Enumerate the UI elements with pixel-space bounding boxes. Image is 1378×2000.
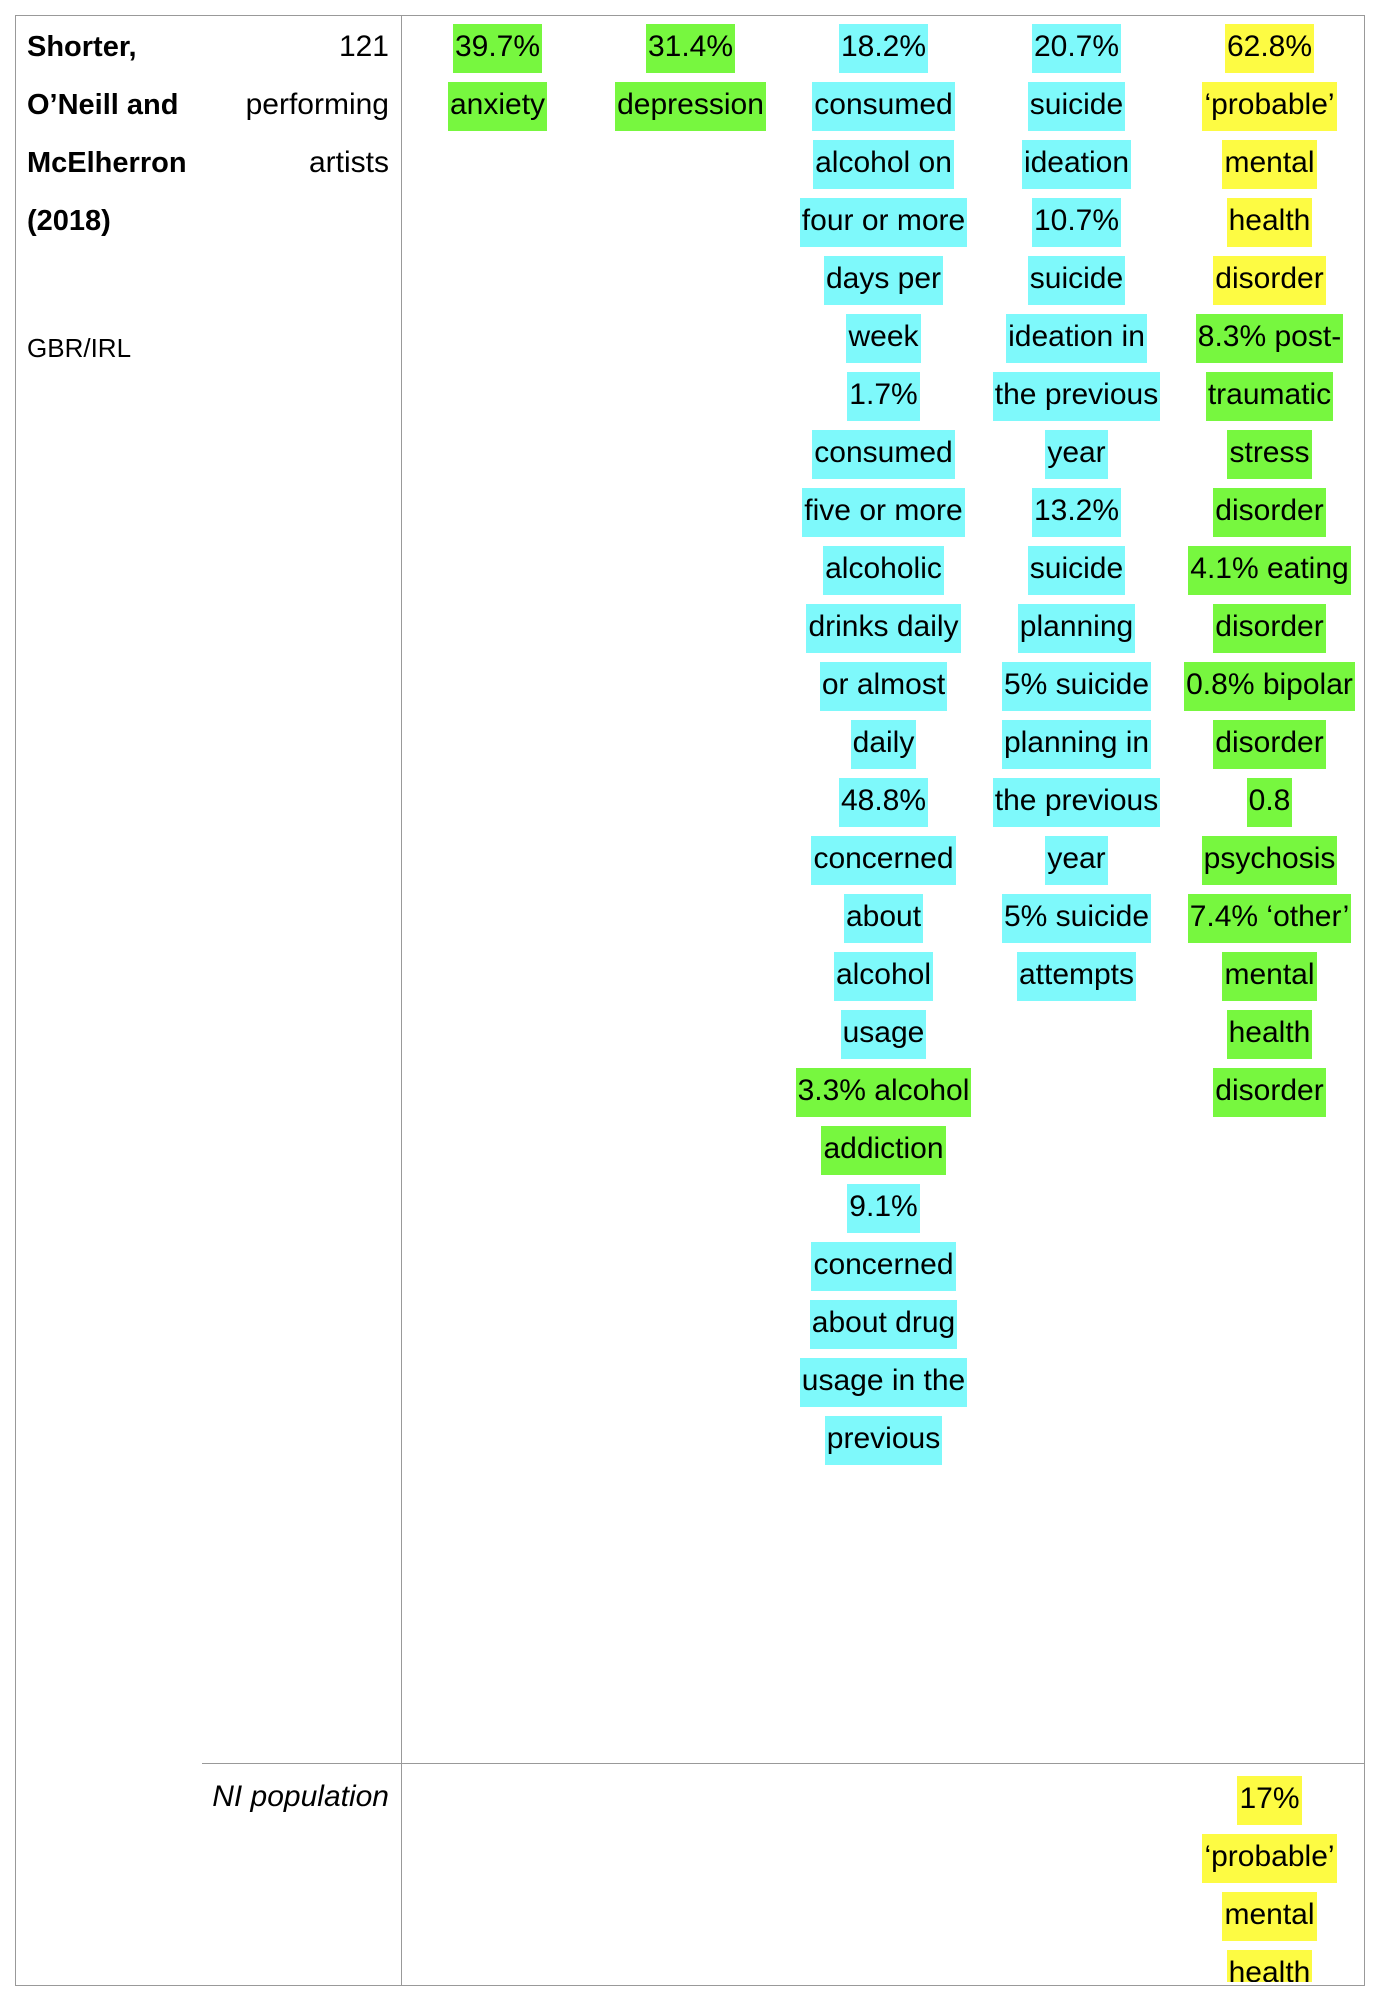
highlighted-text: 3.3% alcohol addiction	[795, 1068, 972, 1175]
result-item: 31.4% depression	[594, 18, 787, 134]
result-item: 9.1% concerned about drug usage in the p…	[787, 1178, 980, 1468]
result-item: 8.3% post-traumatic stress disorder	[1173, 308, 1366, 540]
table-border	[15, 15, 1365, 1986]
result-cell	[594, 1770, 787, 1982]
highlighted-text: 9.1% concerned about drug usage in the p…	[799, 1184, 968, 1465]
result-item: 10.7% suicide ideation in the previous y…	[980, 192, 1173, 482]
result-item: 17% ‘probable’ mental health	[1173, 1770, 1366, 1982]
result-cell: 17% ‘probable’ mental health	[1173, 1770, 1366, 1982]
highlighted-text: 10.7% suicide ideation in the previous y…	[992, 198, 1161, 479]
highlighted-text: 0.8% bipolar disorder	[1184, 662, 1355, 769]
result-item: 7.4% ‘other’ mental health disorder	[1173, 888, 1366, 1120]
result-cell: 39.7% anxiety	[401, 18, 594, 1760]
study-name: Shorter, O’Neill and McElherron (2018)	[27, 31, 187, 237]
result-item: 5% suicide attempts	[980, 888, 1173, 1004]
result-item: 13.2% suicide planning	[980, 482, 1173, 656]
highlighted-text: 48.8% concerned about alcohol usage	[811, 778, 956, 1059]
result-item: 20.7% suicide ideation	[980, 18, 1173, 192]
result-cell	[401, 1770, 594, 1982]
column-divider	[401, 15, 402, 1985]
result-item: 18.2% consumed alcohol on four or more d…	[787, 18, 980, 366]
result-cell	[787, 1770, 980, 1982]
result-item: 39.7% anxiety	[401, 18, 594, 134]
highlighted-text: 5% suicide attempts	[1001, 894, 1152, 1001]
result-item: 3.3% alcohol addiction	[787, 1062, 980, 1178]
result-item: 0.8% bipolar disorder	[1173, 656, 1366, 772]
highlighted-text: 4.1% eating disorder	[1188, 546, 1351, 653]
result-item: 0.8 psychosis	[1173, 772, 1366, 888]
result-cell	[980, 1770, 1173, 1982]
highlighted-text: 1.7% consumed five or more alcoholic dri…	[802, 372, 965, 769]
sample-size: NI population	[212, 1780, 389, 1813]
highlighted-text: 20.7% suicide ideation	[1021, 24, 1132, 189]
result-item: 4.1% eating disorder	[1173, 540, 1366, 656]
country: GBR/IRL	[27, 333, 132, 363]
result-item: 62.8% ‘probable’ mental health disorder	[1173, 18, 1366, 308]
highlighted-text: 18.2% consumed alcohol on four or more d…	[799, 24, 968, 363]
result-item: 1.7% consumed five or more alcoholic dri…	[787, 366, 980, 772]
highlighted-text: 7.4% ‘other’ mental health disorder	[1187, 894, 1352, 1117]
result-cell: 62.8% ‘probable’ mental health disorder 8…	[1173, 18, 1366, 1760]
row-divider	[202, 1763, 1364, 1764]
highlighted-text: 5% suicide planning in the previous year	[992, 662, 1161, 885]
result-cell: 18.2% consumed alcohol on four or more d…	[787, 18, 980, 1760]
sample-size: 121 performing artists	[245, 30, 389, 179]
highlighted-text: 62.8% ‘probable’ mental health disorder	[1202, 24, 1337, 305]
result-cell: 31.4% depression	[594, 18, 787, 1760]
highlighted-text: 8.3% post-traumatic stress disorder	[1195, 314, 1344, 537]
highlighted-text: 39.7% anxiety	[447, 24, 548, 131]
highlighted-text: 0.8 psychosis	[1201, 778, 1338, 885]
highlighted-text: 13.2% suicide planning	[1017, 488, 1136, 653]
highlighted-text: 17% ‘probable’ mental health	[1202, 1776, 1337, 1982]
result-cell: 20.7% suicide ideation 10.7% suicide idea…	[980, 18, 1173, 1760]
result-item: 5% suicide planning in the previous year	[980, 656, 1173, 888]
result-item: 48.8% concerned about alcohol usage	[787, 772, 980, 1062]
highlighted-text: 31.4% depression	[615, 24, 766, 131]
